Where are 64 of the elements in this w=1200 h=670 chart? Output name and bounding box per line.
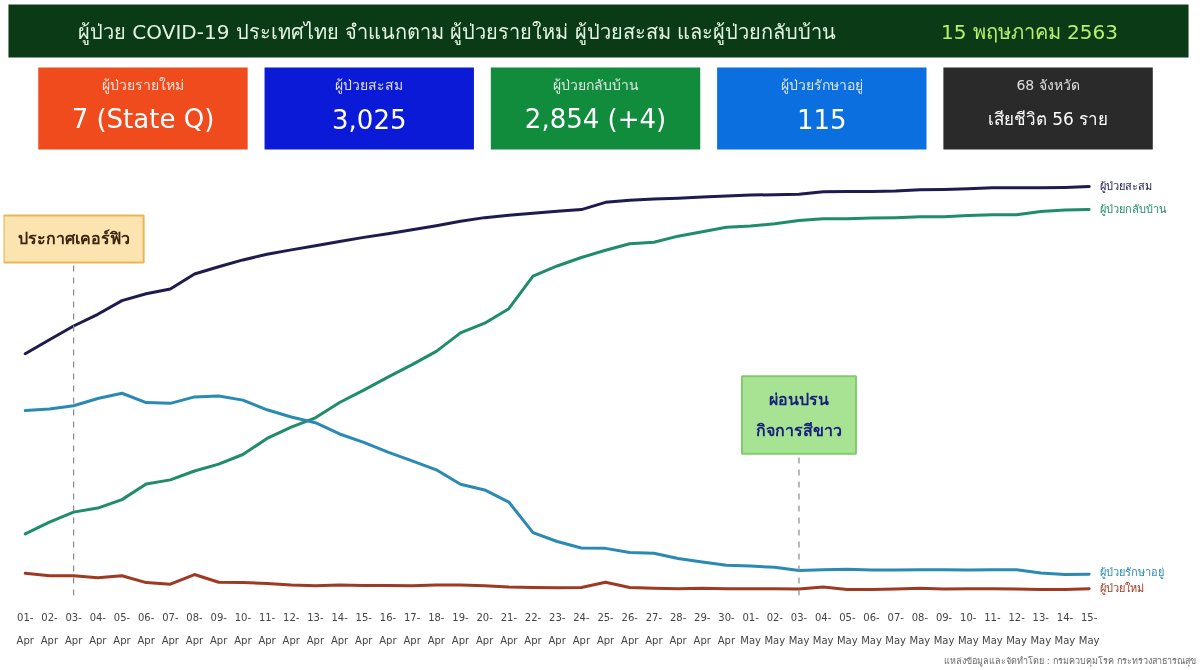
category-label: 04- May [812, 611, 834, 646]
category-label: 30- Apr [717, 611, 736, 646]
category-label: 16- Apr [379, 611, 397, 646]
category-label: 26- Apr [621, 611, 639, 646]
category-label: 10- Apr [234, 611, 252, 646]
text: เสียชีวิต 56 ราย [987, 108, 1109, 129]
category-label: 15- Apr [355, 611, 373, 646]
category-label: 03- Apr [64, 611, 83, 646]
category-label: 07- May [885, 611, 907, 646]
category-label: 09- Apr [210, 611, 228, 646]
category-label: 14- Apr [330, 611, 349, 646]
category-label: 25- Apr [596, 611, 615, 646]
category-label: 15- May [1078, 611, 1100, 646]
category-label: 29- Apr [693, 611, 711, 646]
category-label: 13- May [1030, 611, 1052, 646]
series-label: ผู้ป่วยใหม่ [1099, 582, 1144, 596]
category-label: 06- May [861, 611, 882, 646]
category-label: 11- Apr [258, 611, 276, 646]
ref-line-label: ประกาศเคอร์ฟิว [17, 229, 130, 249]
category-label: 12- Apr [282, 611, 300, 646]
category-label: 22- Apr [524, 611, 542, 646]
category-label: 08- Apr [185, 611, 204, 646]
category-label: 19- Apr [451, 611, 470, 646]
text: 68 จังหวัด [1016, 76, 1080, 93]
category-label: 13- Apr [306, 611, 325, 646]
category-label: 21- Apr [500, 611, 518, 646]
text: 7 (State Q) [71, 103, 215, 134]
category-label: 14- May [1054, 611, 1076, 646]
text: ผู้ป่วยกลับบ้าน [552, 76, 639, 94]
category-label: 27- Apr [645, 611, 663, 646]
category-label: 01- Apr [16, 611, 34, 646]
category-label: 04- Apr [89, 611, 107, 646]
text: 15 พฤษภาคม 2563 [940, 19, 1119, 44]
text: 3,025 [332, 104, 407, 135]
ref-line-label: ผ่อนปรน กิจการสีขาว [755, 390, 842, 440]
category-label: 18- Apr [427, 611, 445, 646]
text: 2,854 (+4) [524, 103, 667, 134]
text: แหล่งข้อมูลและจัดทำโดย : กรมควบคุมโรค กระทรวงสาธารณสุข [943, 655, 1196, 667]
category-label: 07- Apr [161, 611, 179, 646]
category-label: 20- Apr [476, 611, 494, 646]
category-label: 01- May [740, 611, 761, 646]
category-label: 03- May [788, 611, 810, 646]
category-label: 17- Apr [403, 611, 421, 646]
category-label: 11- May [982, 611, 1003, 646]
category-label: 24- Apr [572, 611, 591, 646]
category-label: 05- Apr [113, 611, 131, 646]
category-label: 02- Apr [40, 611, 59, 646]
series-label: ผู้ป่วยสะสม [1099, 180, 1152, 194]
category-label: 02- May [764, 611, 786, 646]
category-label: 10- May [957, 611, 979, 646]
text: ผู้ป่วย COVID-19 ประเทศไทย จำแนกตาม ผู้ป่วยรายใหม่ ผู้ป่วยสะสม และผู้ป่วยกลับบ้าน [78, 19, 837, 45]
text: ผู้ป่วยสะสม [335, 76, 404, 94]
category-label: 08- May [909, 611, 931, 646]
category-label: 28- Apr [669, 611, 687, 646]
category-label: 09- May [933, 611, 955, 646]
series-label: ผู้ป่วยรักษาอยู่ [1099, 566, 1164, 580]
text: 115 [796, 104, 847, 135]
text: ผู้ป่วยรักษาอยู่ [780, 76, 863, 94]
series-label: ผู้ป่วยกลับบ้าน [1099, 203, 1167, 217]
category-label: 05- May [836, 611, 858, 646]
text: ผู้ป่วยรายใหม่ [101, 76, 184, 94]
category-label: 23- Apr [548, 611, 566, 646]
category-label: 12- May [1006, 611, 1027, 646]
category-label: 06- Apr [137, 611, 155, 646]
